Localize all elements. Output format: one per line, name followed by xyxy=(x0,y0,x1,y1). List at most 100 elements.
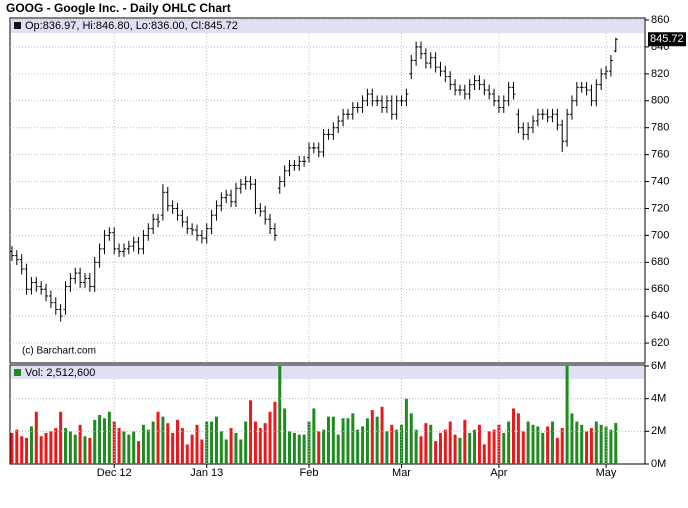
volume-bar xyxy=(78,424,82,464)
x-tick-label: Mar xyxy=(392,467,411,479)
volume-bar xyxy=(424,423,428,464)
volume-bar xyxy=(268,411,272,464)
y-tick-label: 700 xyxy=(651,229,669,241)
volume-bar xyxy=(512,408,516,464)
volume-bar xyxy=(249,400,253,464)
volume-bar xyxy=(336,434,340,464)
volume-bar xyxy=(288,431,292,464)
volume-bar xyxy=(351,413,355,464)
y-tick-label: 660 xyxy=(651,283,669,295)
volume-bar xyxy=(59,411,63,464)
volume-bar xyxy=(585,431,589,464)
volume-bar xyxy=(438,432,442,464)
price-legend: Op:836.97, Hi:846.80, Lo:836.00, Cl:845.… xyxy=(25,20,238,32)
volume-bar xyxy=(312,408,316,464)
y-tick-label: 0M xyxy=(651,458,666,470)
volume-bar xyxy=(93,419,97,464)
x-tick-label: Jan 13 xyxy=(190,467,223,479)
volume-bar xyxy=(434,441,438,464)
volume-bar xyxy=(594,421,598,464)
volume-bar xyxy=(361,426,365,464)
volume-bar xyxy=(146,429,150,464)
volume-bar xyxy=(137,441,141,464)
volume-bar xyxy=(34,411,38,464)
volume-bar xyxy=(49,431,53,464)
volume-bar xyxy=(560,428,564,464)
volume-bar xyxy=(458,437,462,464)
volume-bar xyxy=(473,429,477,464)
volume-bar xyxy=(15,429,19,464)
y-tick-label: 2M xyxy=(651,425,666,437)
volume-bar xyxy=(477,424,481,464)
volume-bar xyxy=(297,434,301,464)
volume-bar xyxy=(453,434,457,464)
volume-bar xyxy=(166,423,170,464)
volume-bar xyxy=(20,436,24,464)
volume-bar xyxy=(555,437,559,464)
volume-bar xyxy=(507,421,511,464)
volume-bar xyxy=(68,431,72,464)
volume-bar xyxy=(263,423,267,464)
legend-swatch xyxy=(14,22,21,29)
volume-bar xyxy=(88,437,92,464)
volume-bar xyxy=(521,431,525,464)
volume-bar xyxy=(176,419,180,464)
y-tick-label: 620 xyxy=(651,337,669,349)
volume-bar xyxy=(258,428,262,464)
volume-bar xyxy=(273,401,277,464)
volume-bar xyxy=(239,439,243,464)
volume-bar xyxy=(409,413,413,464)
y-tick-label: 780 xyxy=(651,122,669,134)
volume-bar xyxy=(375,416,379,464)
volume-bar xyxy=(83,436,87,464)
volume-bar xyxy=(531,424,535,464)
volume-bar xyxy=(39,436,43,464)
volume-bar xyxy=(589,428,593,464)
volume-bar xyxy=(25,437,29,464)
volume-bar xyxy=(346,418,350,464)
volume-bar xyxy=(107,411,111,464)
volume-bar xyxy=(214,416,218,464)
volume-bar xyxy=(322,429,326,464)
volume-bar xyxy=(502,432,506,464)
volume-bar xyxy=(98,415,102,464)
volume-bar xyxy=(599,424,603,464)
volume-bar xyxy=(122,431,126,464)
volume-bar xyxy=(64,428,68,464)
volume-bar xyxy=(219,431,223,464)
volume-bar xyxy=(234,432,238,464)
price-header xyxy=(11,19,644,33)
volume-bar xyxy=(29,426,33,464)
chart-title: GOOG - Google Inc. - Daily OHLC Chart xyxy=(6,1,231,15)
y-tick-label: 740 xyxy=(651,175,669,187)
volume-bar xyxy=(443,429,447,464)
x-tick-label: Dec 12 xyxy=(97,467,132,479)
volume-bar xyxy=(127,434,131,464)
x-tick-label: Feb xyxy=(300,467,319,479)
volume-bar xyxy=(73,434,77,464)
volume-bar xyxy=(400,424,404,464)
volume-bar xyxy=(565,366,569,464)
volume-bar xyxy=(132,431,136,464)
y-tick-label: 680 xyxy=(651,256,669,268)
volume-bar xyxy=(156,411,160,464)
volume-bar xyxy=(190,434,194,464)
volume-bar xyxy=(492,429,496,464)
volume-bar xyxy=(331,416,335,464)
volume-bar xyxy=(541,432,545,464)
volume-bar xyxy=(570,413,574,464)
volume-bar xyxy=(365,418,369,464)
volume-bar xyxy=(516,413,520,464)
volume-bars xyxy=(10,366,618,464)
last-price-box xyxy=(648,32,686,47)
volume-bar xyxy=(526,421,530,464)
volume-bar xyxy=(356,429,360,464)
y-tick-label: 800 xyxy=(651,95,669,107)
source: (c) Barchart.com xyxy=(22,346,96,357)
volume-bar xyxy=(210,421,214,464)
volume-legend: Vol: 2,512,600 xyxy=(25,367,95,379)
volume-bar xyxy=(414,429,418,464)
volume-bar xyxy=(171,432,175,464)
volume-bar xyxy=(185,444,189,464)
